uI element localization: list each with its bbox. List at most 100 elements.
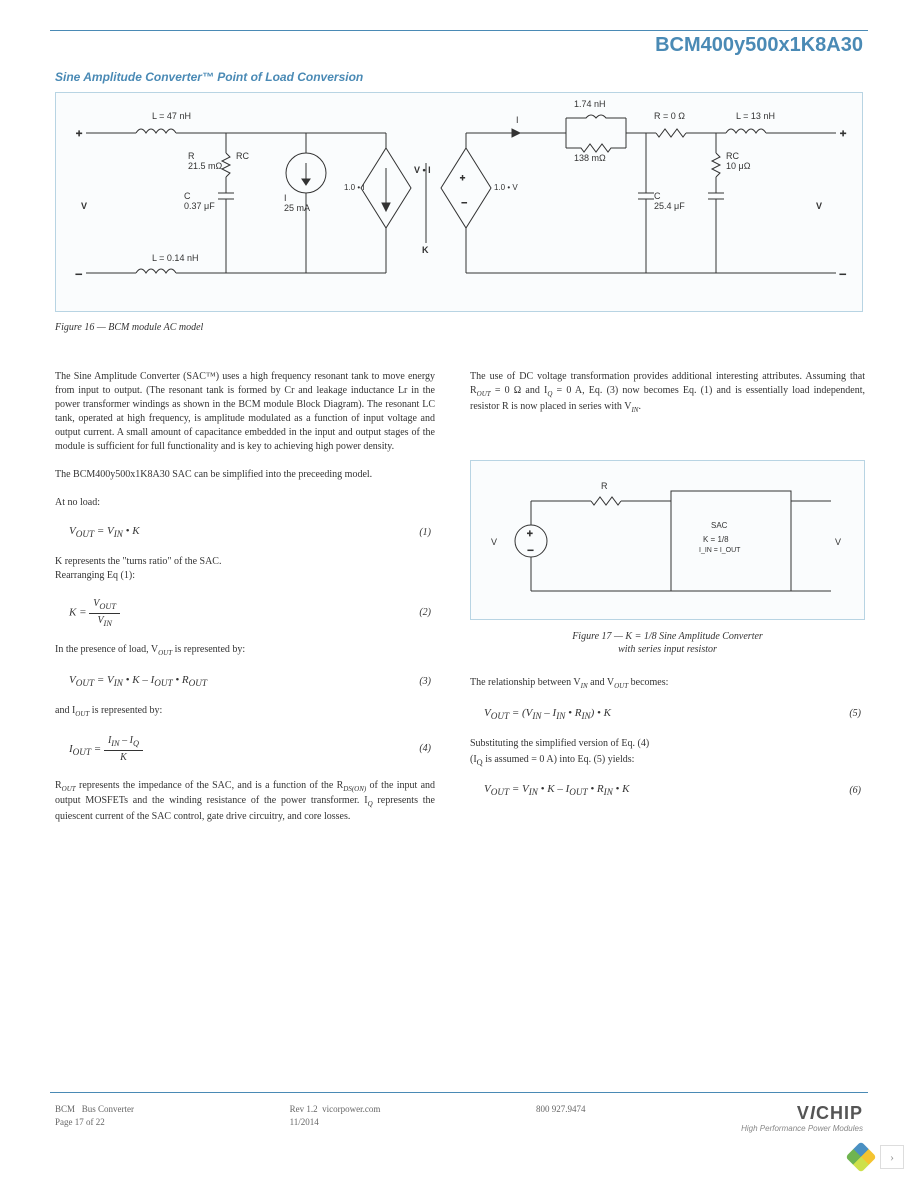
para-3: At no load: [55,496,435,510]
p7b: represents the impedance of the SAC, and… [76,780,344,791]
f17cb: with series input resistor [618,644,717,655]
r2b: and V [588,677,614,688]
label-src1: 1.0 • I [344,183,365,192]
svg-text:–: – [527,545,534,556]
footer-mid1: Rev 1.2 vicorpower.com 11/2014 [290,1103,381,1128]
equation-2: K = VOUT VIN (2) [55,597,435,629]
eq2-lhs: K = [69,607,89,619]
eq4-bot: K [116,751,131,765]
equation-5: VOUT = (VIN – IIN • RIN) • K (5) [470,706,865,723]
svg-text:–: – [461,197,467,207]
label-vi: V • I [414,165,431,175]
frev: Rev 1.2 [290,1104,318,1114]
section-title: Sine Amplitude Converter™ Point of Load … [55,70,363,84]
label-lin: L = 47 nH [152,111,191,121]
eq4-num: (4) [419,742,435,756]
r1b: = 0 Ω and I [491,385,548,396]
r2a: The relationship between V [470,677,581,688]
label-rcin: RC [236,151,249,161]
logo-i: I [810,1103,816,1123]
f17-k: K = 1/8 [703,535,729,544]
header-rule [50,30,868,31]
label-rin: R 21.5 mΩ [188,151,222,171]
chevron-right-icon[interactable]: › [880,1145,904,1169]
f17ca: Figure 17 — K = 1/8 Sine Amplitude Conve… [572,631,763,642]
figure-16-diagram: + – [55,92,863,312]
eq1-body: VOUT = VIN • K [69,524,140,541]
p5a: In the presence of load, V [55,644,158,655]
f17-i: I_IN = I_OUT [699,547,740,554]
logo-tagline: High Performance Power Modules [741,1124,863,1133]
eq1-num: (1) [419,526,435,540]
footer-page: Page 17 of 22 [55,1116,134,1129]
fsite: vicorpower.com [322,1104,380,1114]
f17-sac: SAC [711,521,727,530]
eq3-num: (3) [419,675,435,689]
left-column: The Sine Amplitude Converter (SAC™) uses… [55,370,435,838]
eq2-top: VOUT [89,597,120,614]
equation-3: VOUT = VIN • K – IOUT • ROUT (3) [55,673,435,690]
svg-text:+: + [840,128,846,140]
eq6-body: VOUT = VIN • K – IOUT • RIN • K [484,782,630,799]
eq5-num: (5) [849,707,865,721]
widget-icon[interactable] [845,1141,876,1172]
para-r1: The use of DC voltage transformation pro… [470,370,865,416]
eq4-frac: IIN – IQ K [104,734,143,765]
svg-text:–: – [75,268,82,280]
r2s2: OUT [614,682,628,690]
product-code: BCM400y500x1K8A30 [655,34,863,57]
eq2-num: (2) [419,606,435,620]
eq6-num: (6) [849,784,865,798]
r2s1: IN [581,682,588,690]
label-cin: C 0.37 μF [184,191,215,211]
fbcm2: Bus Converter [82,1104,134,1114]
label-k: K [422,245,429,255]
p5-sub: OUT [158,649,172,657]
p6a: and I [55,705,75,716]
label-rtop: 138 mΩ [574,153,606,163]
footer-phone: 800 927.9474 [536,1103,586,1116]
label-lout: L = 13 nH [736,111,775,121]
eq5-body: VOUT = (VIN – IIN • RIN) • K [484,706,611,723]
eq4-body: IOUT = IIN – IQ K [69,734,143,765]
p6-sub: OUT [75,710,89,718]
footer-mid2: 800 927.9474 [536,1103,586,1116]
label-ltop: 1.74 nH [574,99,606,109]
label-rser: R = 0 Ω [654,111,685,121]
label-cout: C 25.4 μF [654,191,685,211]
p7a: R [55,780,62,791]
p7s2: DS(ON) [343,785,366,793]
footer-logo: VICHIP High Performance Power Modules [741,1103,863,1133]
r1d: . [638,401,641,412]
eq4-top: IIN – IQ [104,734,143,751]
p5b: is represented by: [172,644,245,655]
footer-bcm: BCM Bus Converter [55,1103,134,1116]
label-rcout: RC 10 μΩ [726,151,750,171]
eq3-body: VOUT = VIN • K – IOUT • ROUT [69,673,207,690]
figure-17-caption: Figure 17 — K = 1/8 Sine Amplitude Conve… [470,630,865,656]
figure-16-caption: Figure 16 — BCM module AC model [55,322,203,333]
right-column-lower: The relationship between VIN and VOUT be… [470,676,865,813]
p7s1: OUT [62,785,76,793]
para-5: In the presence of load, VOUT is represe… [55,643,435,659]
fbcm: BCM [55,1104,75,1114]
eq2-body: K = VOUT VIN [69,597,120,629]
para-4: K represents the "turns ratio" of the SA… [55,555,435,583]
para-1: The Sine Amplitude Converter (SAC™) uses… [55,370,435,454]
equation-4: IOUT = IIN – IQ K (4) [55,734,435,765]
footer-left: BCM Bus Converter Page 17 of 22 [55,1103,134,1128]
para-r3a: Substituting the simplified version of E… [470,737,865,751]
footer-rule [50,1092,868,1093]
para-r3b: (IQ is assumed = 0 A) into Eq. (5) yield… [470,753,865,769]
para-7: ROUT represents the impedance of the SAC… [55,779,435,825]
page-widget: › [848,1144,904,1170]
f17-vin: V [491,537,497,547]
label-iq: I 25 mA [284,193,310,213]
svg-text:–: – [839,268,846,280]
f17-vout: V [835,537,841,547]
equation-6: VOUT = VIN • K – IOUT • RIN • K (6) [470,782,865,799]
svg-text:+: + [76,128,82,140]
eq2-frac: VOUT VIN [89,597,120,629]
schematic-17-svg: +– [471,461,866,621]
para-6: and IOUT is represented by: [55,704,435,720]
